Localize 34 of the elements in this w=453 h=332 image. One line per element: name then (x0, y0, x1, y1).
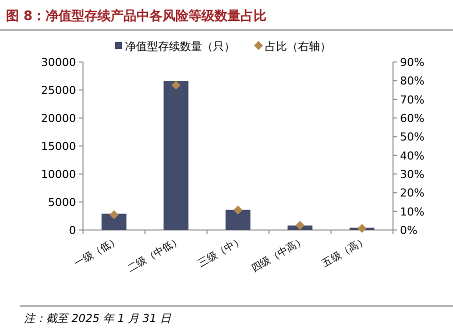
x-tick-label: 二级（中低） (126, 234, 184, 275)
y2-tick-label: 70% (400, 93, 424, 106)
y2-tick-label: 0% (400, 224, 418, 237)
y-tick-label: 10000 (41, 168, 76, 181)
y2-tick-label: 90% (400, 56, 424, 69)
y2-tick-label: 80% (400, 74, 424, 88)
y-tick-label: 20000 (41, 112, 76, 125)
point (358, 224, 366, 233)
y-tick-label: 15000 (41, 140, 76, 153)
y-tick-label: 0 (69, 224, 76, 237)
bar (226, 210, 250, 230)
point (296, 220, 304, 230)
legend-label: 占比（右轴） (265, 40, 331, 53)
text: 注：截至 2025 年 1 月 31 日 (24, 312, 172, 325)
y2-tick-label: 40% (400, 149, 424, 162)
y2-tick-label: 60% (400, 112, 424, 125)
bar (102, 214, 126, 230)
x-tick-label: 四级（中高） (250, 234, 308, 275)
x-tick-label: 一级（低） (72, 234, 122, 270)
point (110, 210, 118, 220)
y2-tick-label: 20% (400, 186, 424, 200)
point (234, 206, 242, 215)
y-tick-label: 30000 (41, 56, 76, 69)
y2-tick-label: 50% (400, 130, 424, 144)
x-tick-label: 三级（中） (196, 234, 246, 270)
x-tick-label: 五级（高） (320, 234, 370, 270)
point (172, 80, 180, 90)
legend-label: 净值型存续数量（只） (125, 40, 235, 53)
y-tick-label: 25000 (41, 84, 76, 97)
bar (164, 81, 188, 230)
chart-title: 图 8：净值型存续产品中各风险等级数量占比 (6, 8, 267, 24)
y2-tick-label: 30% (400, 168, 424, 181)
y2-tick-label: 10% (400, 205, 424, 218)
y-tick-label: 5000 (48, 196, 76, 209)
